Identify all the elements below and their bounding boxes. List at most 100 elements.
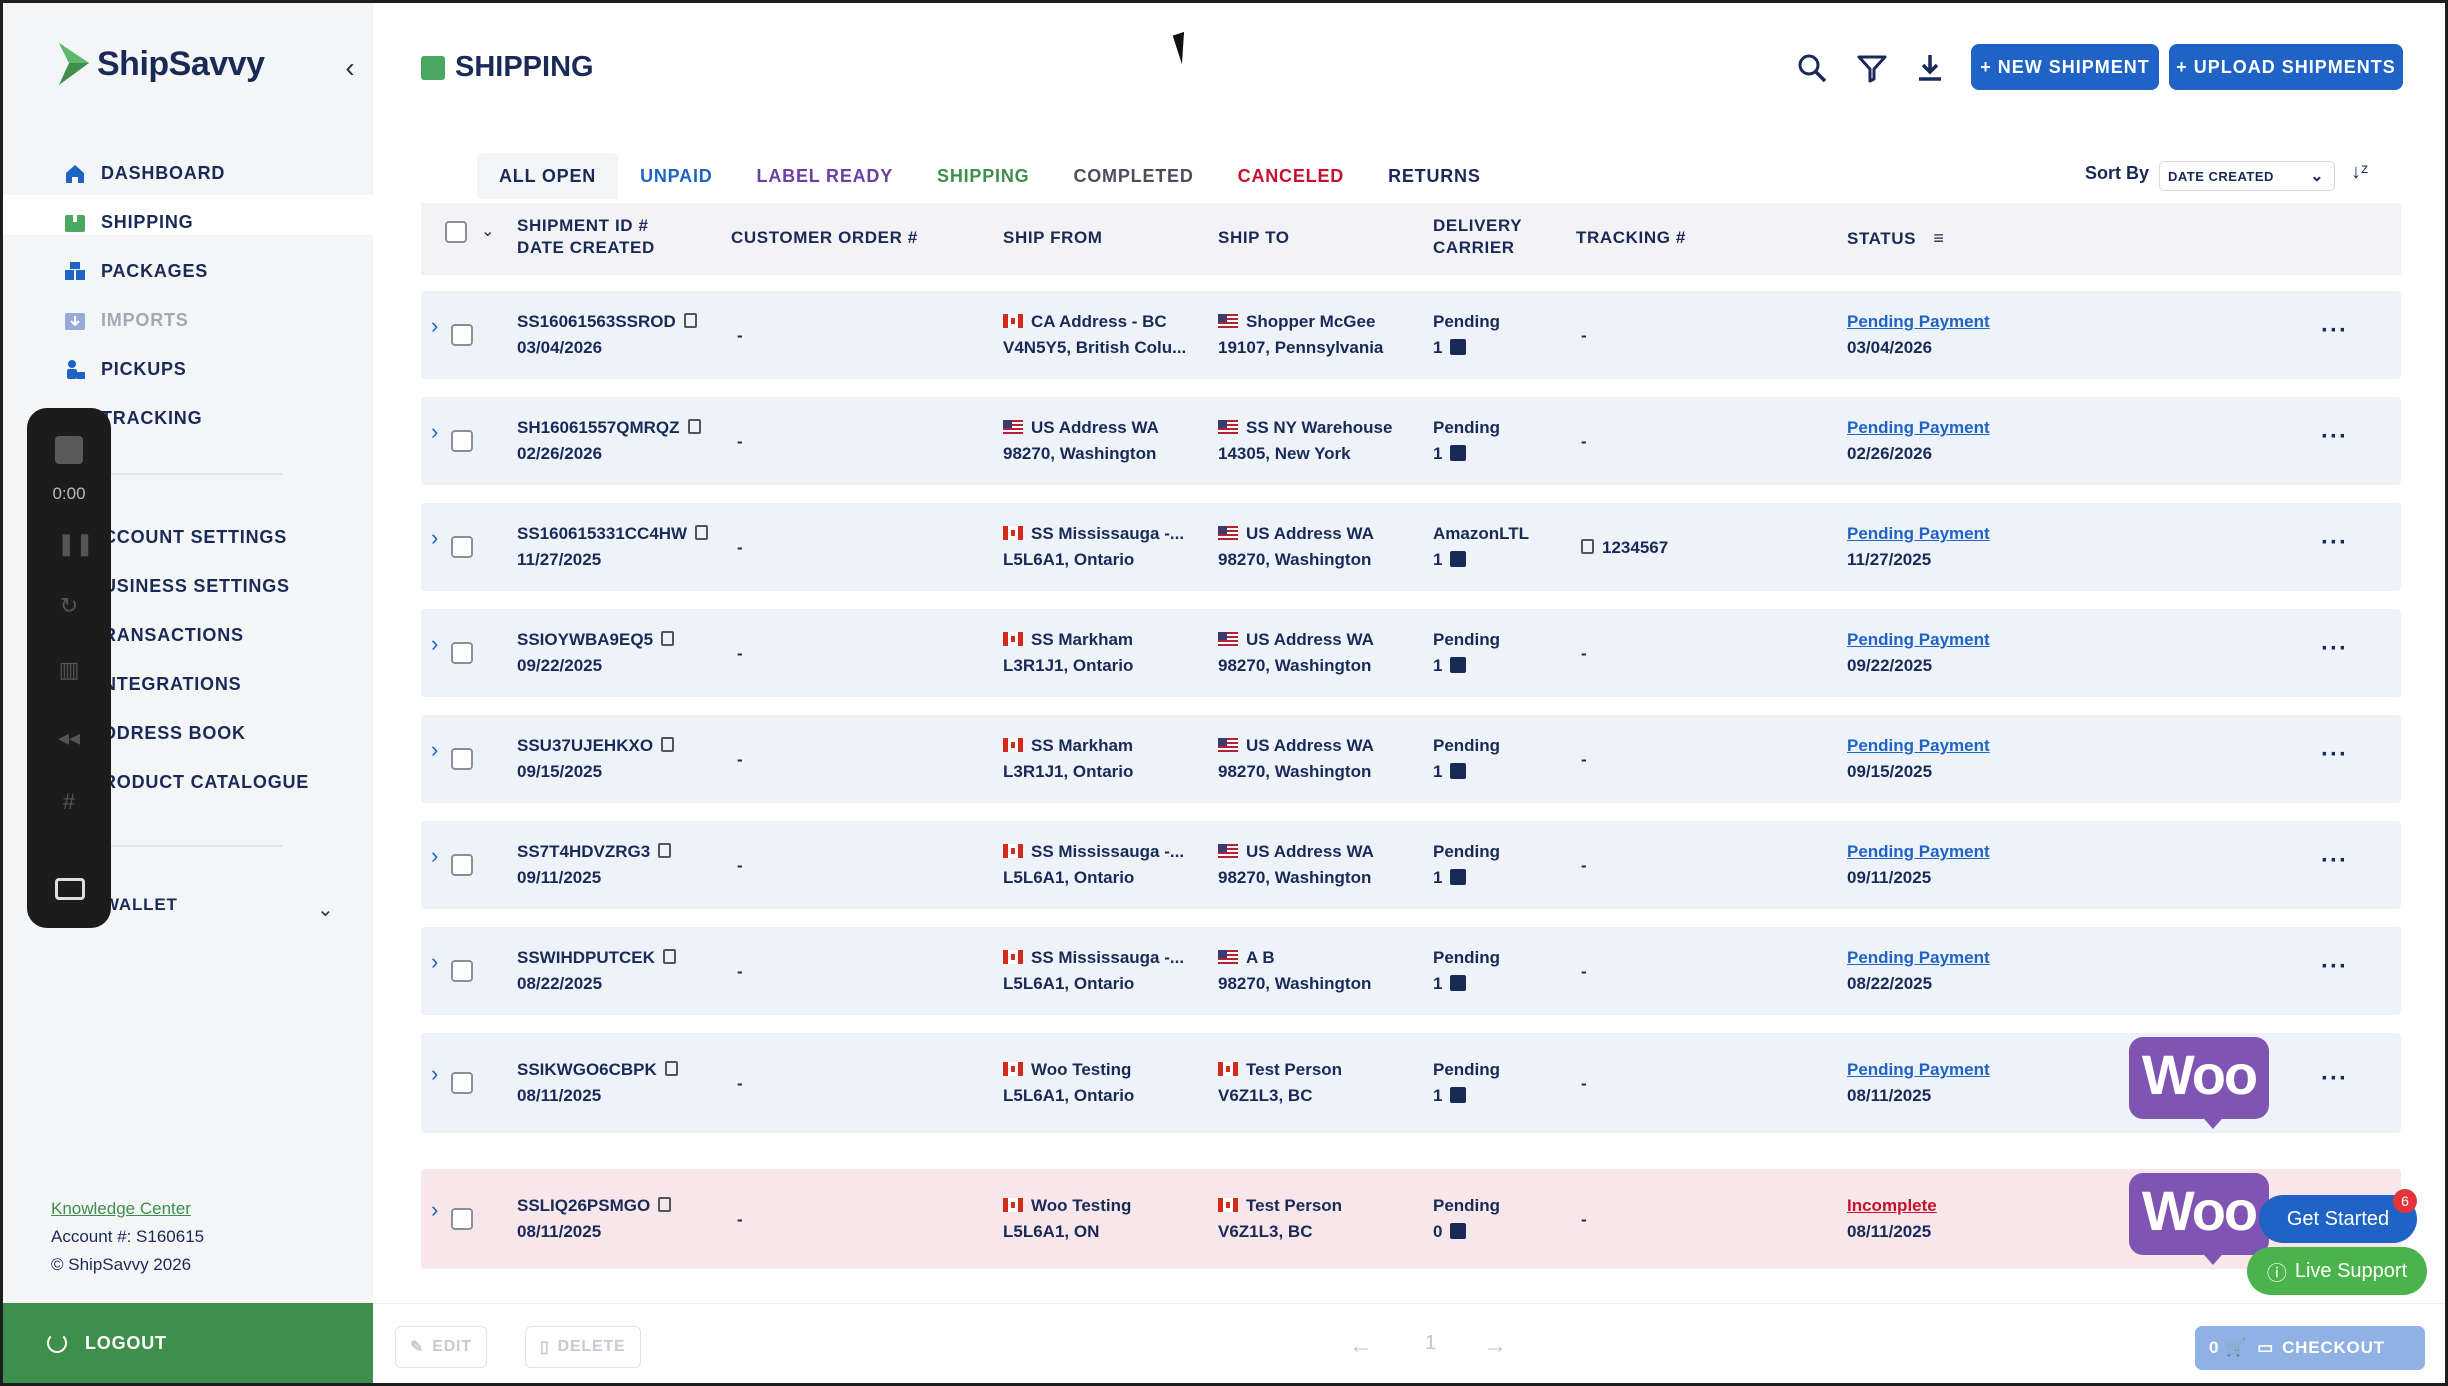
tab-canceled[interactable]: CANCELED (1237, 166, 1345, 186)
more-options-icon[interactable]: ··· (2321, 953, 2348, 980)
sidebar-item-dashboard[interactable]: DASHBOARD (63, 149, 225, 198)
logout-button[interactable]: LOGOUT (3, 1303, 373, 1383)
column-customer-order[interactable]: CUSTOMER ORDER # (731, 228, 918, 247)
expand-row-icon[interactable]: › (431, 631, 439, 656)
copy-icon[interactable] (1581, 539, 1594, 555)
delete-button[interactable]: ▯ DELETE (525, 1326, 641, 1368)
more-options-icon[interactable]: ··· (2321, 423, 2348, 450)
column-delivery-carrier[interactable]: DELIVERY CARRIER (1433, 215, 1522, 259)
restart-icon[interactable]: ↻ (59, 593, 79, 618)
expand-row-icon[interactable]: › (431, 1197, 439, 1222)
filter-lines-icon[interactable]: ≡ (1933, 228, 1945, 248)
expand-row-icon[interactable]: › (431, 843, 439, 868)
tab-returns[interactable]: RETURNS (1388, 166, 1481, 186)
expand-row-icon[interactable]: › (431, 737, 439, 762)
copy-icon[interactable] (662, 949, 676, 965)
column-ship-to[interactable]: SHIP TO (1218, 228, 1290, 247)
filter-icon[interactable] (1855, 51, 1889, 85)
tab-label-ready[interactable]: LABEL READY (756, 166, 894, 186)
sidebar-item-wallet[interactable]: WALLET (103, 895, 178, 914)
status-link[interactable]: Pending Payment (1847, 842, 1990, 861)
grid-icon[interactable]: # (62, 789, 76, 814)
expand-row-icon[interactable]: › (431, 1061, 439, 1086)
row-checkbox[interactable] (451, 536, 473, 558)
table-row[interactable]: › SSIOYWBA9EQ5 09/22/2025 - SS Markham L… (421, 609, 2401, 697)
sort-select[interactable]: DATE CREATED ⌄ (2159, 161, 2335, 191)
select-all-checkbox[interactable] (445, 221, 467, 243)
shipment-id[interactable]: SS7T4HDVZRG3 (517, 842, 651, 861)
row-checkbox[interactable] (451, 960, 473, 982)
live-support-button[interactable]: ⓘ Live Support (2247, 1247, 2427, 1295)
sidebar-item-business-settings[interactable]: USINESS SETTINGS (103, 562, 309, 611)
upload-shipments-button[interactable]: + UPLOAD SHIPMENTS (2169, 44, 2403, 90)
row-checkbox[interactable] (451, 748, 473, 770)
row-checkbox[interactable] (451, 324, 473, 346)
more-options-icon[interactable]: ··· (2321, 635, 2348, 662)
status-link[interactable]: Pending Payment (1847, 630, 1990, 649)
more-options-icon[interactable]: ··· (2321, 1065, 2348, 1092)
status-link[interactable]: Pending Payment (1847, 736, 1990, 755)
column-tracking[interactable]: TRACKING # (1576, 228, 1686, 247)
more-options-icon[interactable]: ··· (2321, 529, 2348, 556)
copy-icon[interactable] (661, 737, 675, 753)
copy-icon[interactable] (664, 1061, 678, 1077)
status-link[interactable]: Pending Payment (1847, 312, 1990, 331)
table-row[interactable]: › SH16061557QMRQZ 02/26/2026 - US Addres… (421, 397, 2401, 485)
sidebar-item-address-book[interactable]: DDRESS BOOK (103, 709, 309, 758)
expand-row-icon[interactable]: › (431, 525, 439, 550)
prev-page-icon[interactable]: ← (1349, 1332, 1373, 1359)
sidebar-item-account-settings[interactable]: CCOUNT SETTINGS (103, 513, 309, 562)
expand-row-icon[interactable]: › (431, 419, 439, 444)
table-row[interactable]: › SSU37UJEHKXO 09/15/2025 - SS Markham L… (421, 715, 2401, 803)
logo[interactable]: ShipSavvy (55, 41, 265, 87)
copy-icon[interactable] (658, 843, 672, 859)
copy-icon[interactable] (661, 631, 675, 647)
expand-row-icon[interactable]: › (431, 313, 439, 338)
row-checkbox[interactable] (451, 430, 473, 452)
table-row[interactable]: › SS160615331CC4HW 11/27/2025 - SS Missi… (421, 503, 2401, 591)
status-link[interactable]: Pending Payment (1847, 948, 1990, 967)
status-link[interactable]: Pending Payment (1847, 1060, 1990, 1079)
table-row[interactable]: › SSLIQ26PSMGO 08/11/2025 - Woo Testing … (421, 1169, 2401, 1269)
chevron-down-icon[interactable]: ⌄ (317, 899, 334, 921)
row-checkbox[interactable] (451, 1072, 473, 1094)
tab-unpaid[interactable]: UNPAID (640, 166, 713, 186)
copy-icon[interactable] (687, 419, 701, 435)
next-page-icon[interactable]: → (1483, 1332, 1507, 1359)
table-row[interactable]: › SS16061563SSROD 03/04/2026 - CA Addres… (421, 291, 2401, 379)
sidebar-item-integrations[interactable]: NTEGRATIONS (103, 660, 309, 709)
sidebar-item-pickups[interactable]: PICKUPS (63, 345, 225, 394)
new-shipment-button[interactable]: + NEW SHIPMENT (1971, 44, 2159, 90)
rewind-icon[interactable]: ◂◂ (57, 725, 81, 750)
column-shipment-id[interactable]: SHIPMENT ID # DATE CREATED (517, 215, 655, 259)
knowledge-center-link[interactable]: Knowledge Center (51, 1199, 191, 1218)
copy-icon[interactable] (658, 1197, 672, 1213)
shipment-id[interactable]: SSIOYWBA9EQ5 (517, 630, 654, 649)
trash-icon[interactable]: ▥ (58, 657, 80, 682)
copy-icon[interactable] (683, 313, 697, 329)
get-started-button[interactable]: Get Started (2259, 1195, 2417, 1243)
shipment-id[interactable]: SSWIHDPUTCEK (517, 948, 655, 967)
sidebar-item-imports[interactable]: IMPORTS (63, 296, 225, 345)
chevron-down-icon[interactable]: ⌄ (481, 223, 495, 240)
tab-all-open[interactable]: ALL OPEN (477, 153, 619, 199)
tab-completed[interactable]: COMPLETED (1073, 166, 1194, 186)
more-options-icon[interactable]: ··· (2321, 317, 2348, 344)
edit-button[interactable]: ✎ EDIT (395, 1326, 487, 1368)
sidebar-item-product-catalogue[interactable]: RODUCT CATALOGUE (103, 758, 309, 807)
sort-direction-icon[interactable]: ↓ᶻ (2351, 161, 2369, 183)
row-checkbox[interactable] (451, 1208, 473, 1230)
shipment-id[interactable]: SH16061557QMRQZ (517, 418, 680, 437)
checkout-button[interactable]: 0 🛒 ▭ CHECKOUT (2195, 1326, 2425, 1370)
column-ship-from[interactable]: SHIP FROM (1003, 228, 1103, 247)
pause-icon[interactable]: ❚❚ (57, 531, 94, 556)
copy-icon[interactable] (695, 525, 709, 541)
shipment-id[interactable]: SS160615331CC4HW (517, 524, 688, 543)
stop-icon[interactable] (55, 436, 83, 464)
status-link[interactable]: Pending Payment (1847, 418, 1990, 437)
expand-row-icon[interactable]: › (431, 949, 439, 974)
more-options-icon[interactable]: ··· (2321, 741, 2348, 768)
sidebar-item-shipping[interactable]: SHIPPING (63, 198, 225, 247)
sidebar-item-transactions[interactable]: RANSACTIONS (103, 611, 309, 660)
search-icon[interactable] (1795, 51, 1829, 85)
